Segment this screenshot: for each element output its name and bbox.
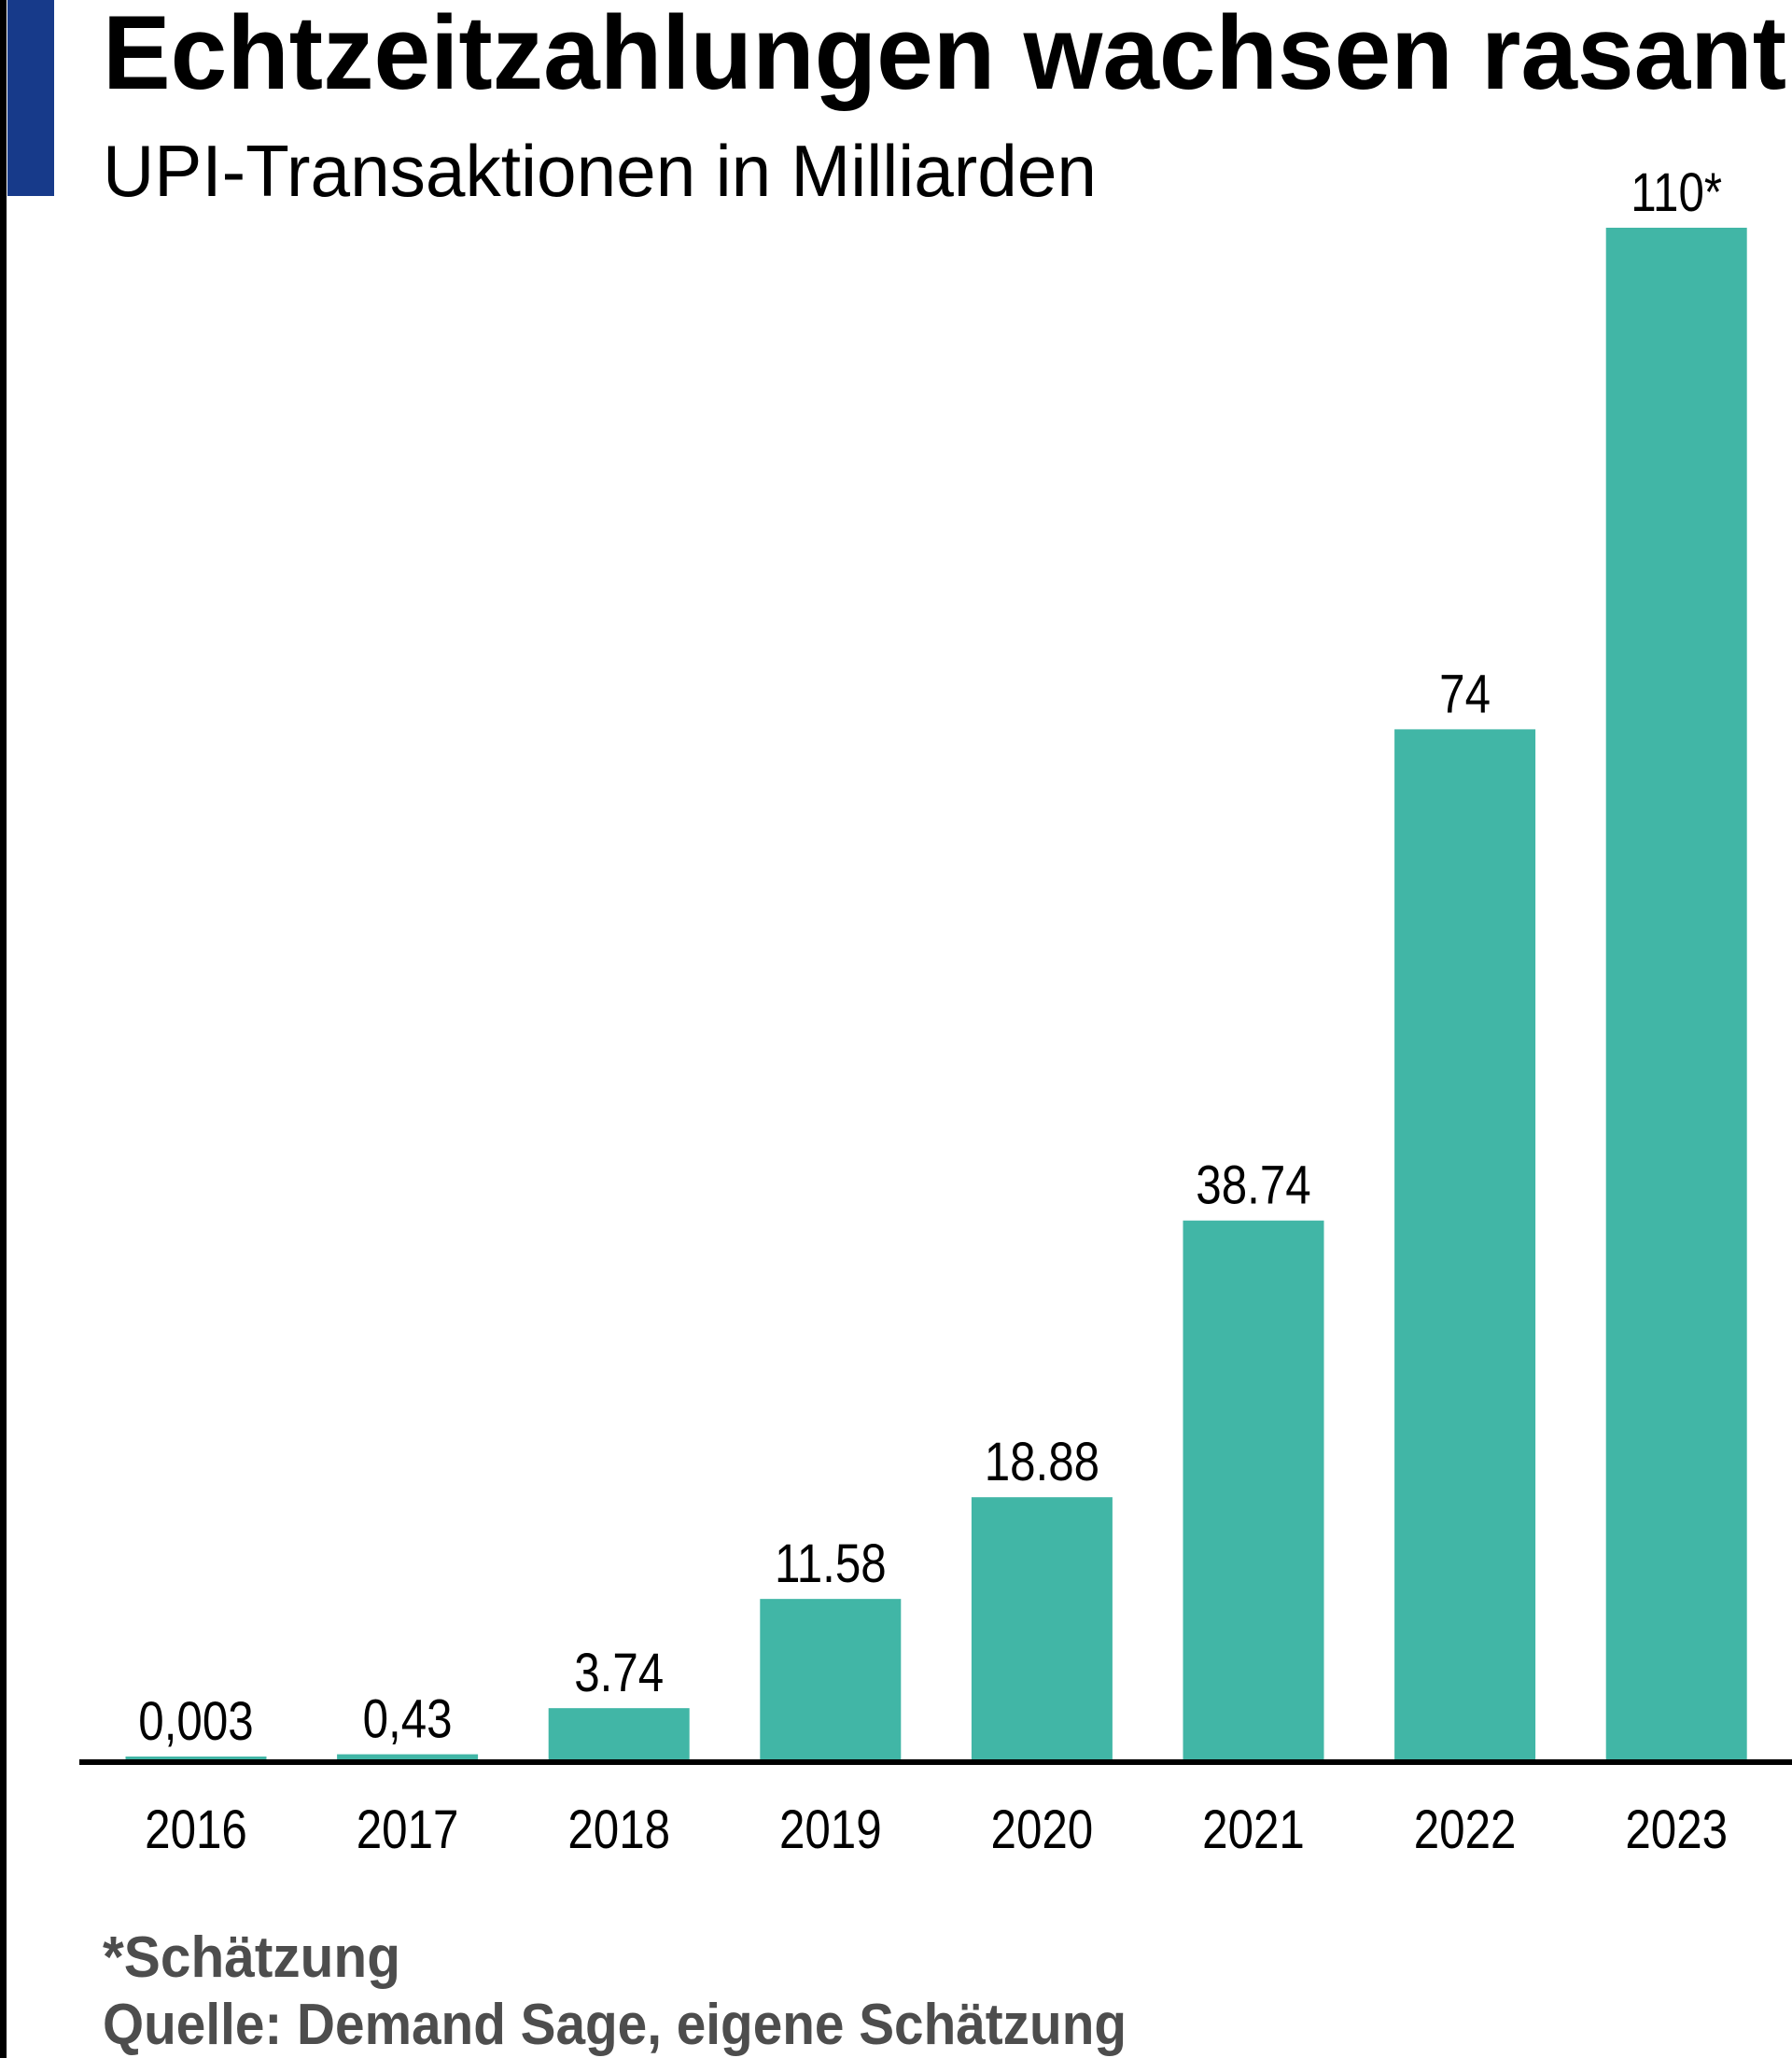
chart-title: Echtzeitzahlungen wachsen rasant: [103, 0, 1786, 111]
bar-2020: [971, 1497, 1113, 1760]
bar-2018: [548, 1708, 690, 1760]
value-label-2022: 74: [1439, 664, 1491, 724]
x-axis-line: [79, 1759, 1792, 1765]
x-tick-label-2017: 2017: [357, 1799, 459, 1860]
value-label-2018: 3.74: [574, 1643, 664, 1703]
bar-2017: [337, 1754, 479, 1760]
x-tick-label-2020: 2020: [991, 1799, 1094, 1860]
x-tick-label-2016: 2016: [145, 1799, 247, 1860]
bar-2022: [1394, 729, 1536, 1760]
x-tick-label-2019: 2019: [779, 1799, 882, 1860]
x-tick-label-2018: 2018: [567, 1799, 670, 1860]
value-label-2021: 38.74: [1196, 1155, 1310, 1216]
x-tick-label-2022: 2022: [1414, 1799, 1517, 1860]
x-tick-label-2023: 2023: [1625, 1799, 1728, 1860]
left-border-line: [0, 0, 7, 2058]
chart-subtitle: UPI-Transaktionen in Milliarden: [103, 130, 1097, 212]
accent-bar: [7, 0, 54, 196]
bar-2021: [1183, 1220, 1324, 1760]
x-tick-labels-group: 2016 2017 2018 2019 2020 2021 2022 2023: [145, 1799, 1728, 1860]
x-tick-label-2021: 2021: [1202, 1799, 1305, 1860]
value-label-2016: 0,003: [138, 1691, 253, 1752]
bars-group: [125, 228, 1747, 1760]
value-labels-group: 0,003 0,43 3.74 11.58 18.88 38.74 74 110*: [138, 162, 1722, 1752]
value-label-2019: 11.58: [775, 1533, 887, 1594]
value-label-2023: 110*: [1631, 162, 1722, 223]
value-label-2020: 18.88: [985, 1432, 1099, 1492]
bar-2016: [125, 1757, 267, 1760]
footnote: *Schätzung: [103, 1925, 400, 1990]
value-label-2017: 0,43: [363, 1689, 453, 1750]
bar-2019: [760, 1599, 902, 1760]
source-note: Quelle: Demand Sage, eigene Schätzung: [103, 1993, 1127, 2057]
bar-2023: [1605, 228, 1747, 1760]
